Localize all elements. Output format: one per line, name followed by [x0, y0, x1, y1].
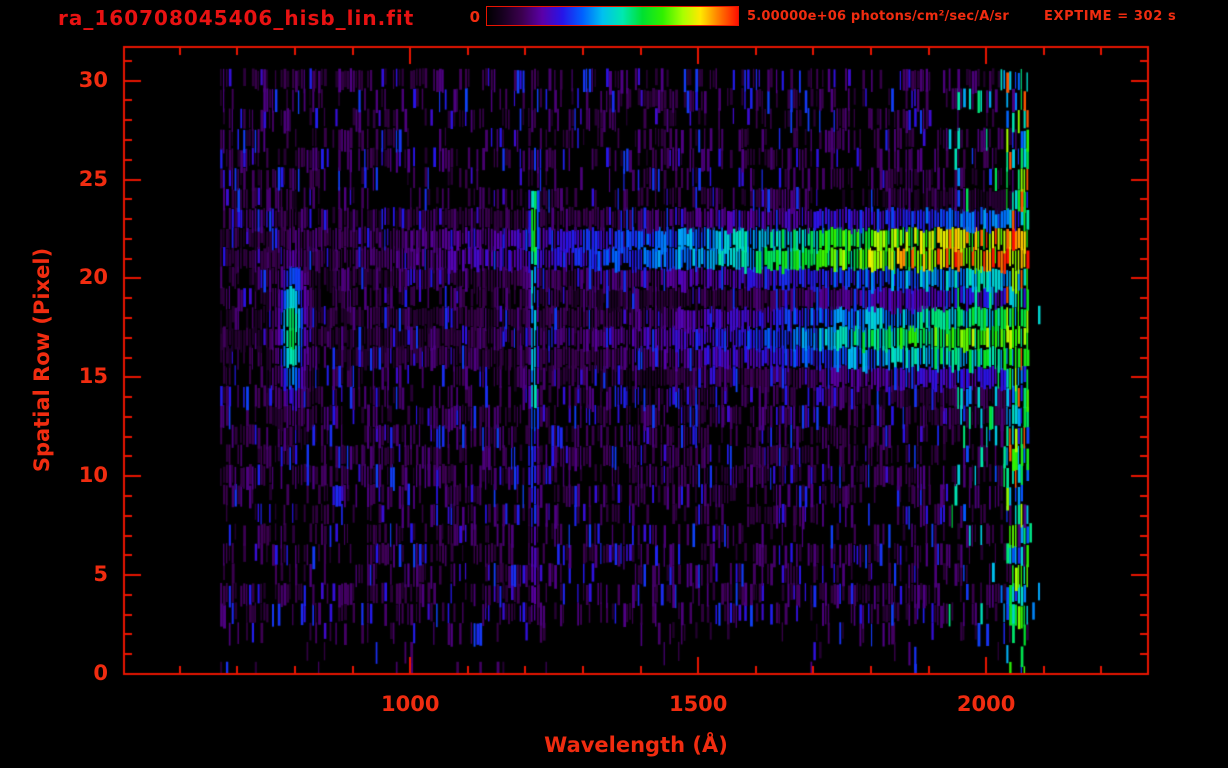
colorbar-max-label: 5.00000e+06 photons/cm²/sec/A/sr	[747, 9, 1009, 24]
y-tick-label: 10	[78, 463, 108, 488]
plot-title: ra_160708045406_hisb_lin.fit	[58, 6, 415, 30]
colorbar-gradient	[486, 6, 739, 26]
y-tick-label: 20	[78, 265, 108, 290]
y-tick-label: 15	[78, 364, 108, 389]
y-tick-label: 5	[93, 562, 108, 587]
exptime-label: EXPTIME = 302 s	[1044, 9, 1177, 24]
y-tick-label: 25	[78, 166, 108, 191]
y-tick-label: 0	[93, 661, 108, 685]
x-tick-label: 1000	[381, 692, 440, 716]
x-tick-label: 1500	[668, 692, 728, 716]
x-axis-title: Wavelength (Å)	[544, 733, 728, 757]
y-tick-label: 30	[78, 67, 108, 92]
x-tick-label: 2000	[956, 692, 1016, 716]
colorbar-min-label: 0	[469, 8, 480, 26]
